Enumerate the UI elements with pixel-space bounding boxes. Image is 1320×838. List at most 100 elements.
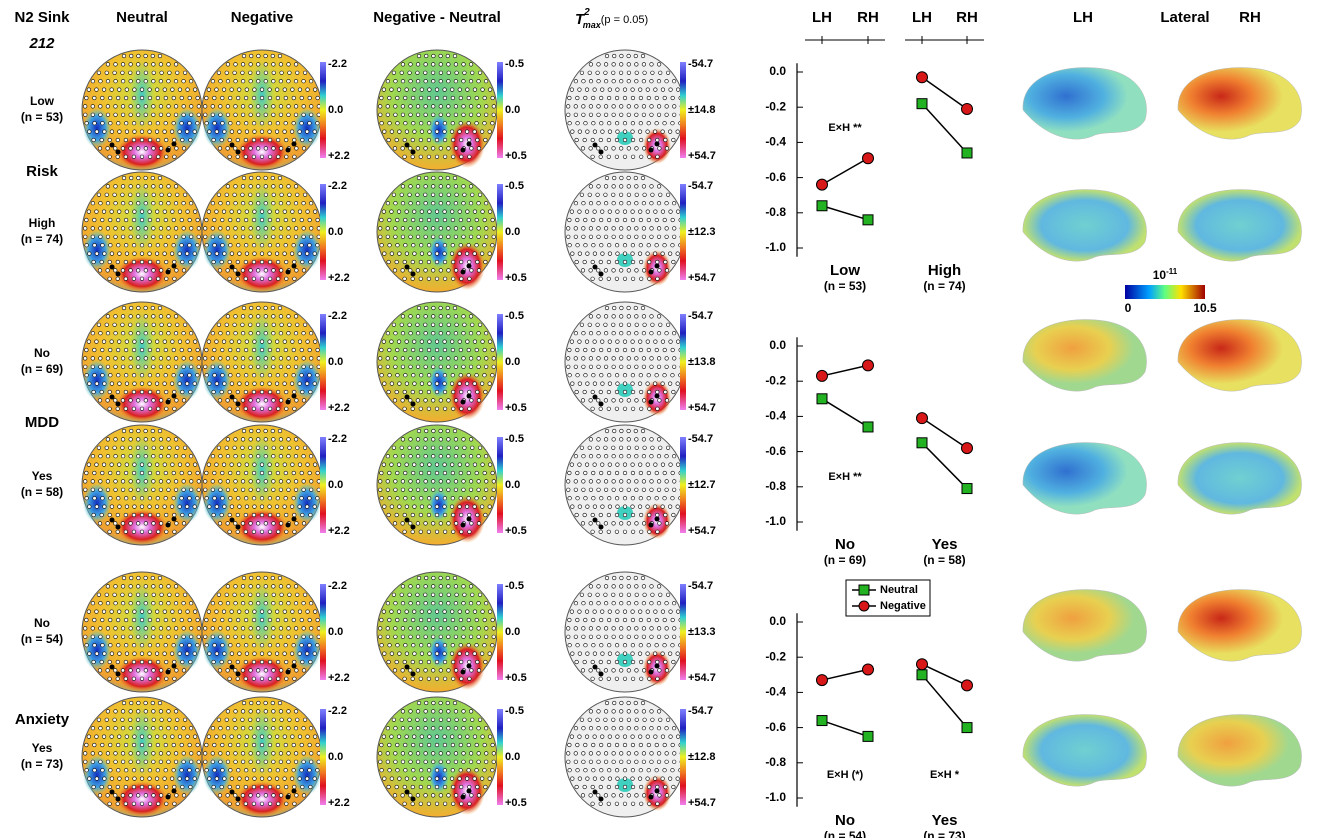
electrode <box>619 668 624 673</box>
electrode <box>658 717 663 722</box>
electrode <box>315 470 320 476</box>
electrode <box>109 776 115 781</box>
electrode <box>233 726 238 731</box>
electrode <box>147 381 152 386</box>
electrode <box>385 634 390 639</box>
electrode <box>443 801 448 806</box>
electrode <box>454 70 459 75</box>
electrode <box>158 226 164 231</box>
electrode <box>278 521 284 526</box>
electrode <box>488 609 493 614</box>
electrode <box>87 129 92 134</box>
electrode <box>403 121 408 126</box>
electrode <box>618 445 624 450</box>
topomap-blob <box>116 656 168 692</box>
electrode <box>271 201 276 206</box>
electrode <box>649 726 654 731</box>
electrode <box>259 381 265 386</box>
electrode <box>229 734 234 739</box>
electrode <box>256 398 261 403</box>
electrode <box>397 129 402 134</box>
electrode <box>251 496 257 501</box>
electrode <box>136 146 141 151</box>
electrode <box>411 496 416 501</box>
electrode <box>606 529 611 534</box>
electrode <box>173 601 179 606</box>
electrode <box>271 592 276 597</box>
electrode <box>166 364 171 369</box>
electrode <box>403 742 408 748</box>
electrode <box>244 470 249 476</box>
electrode <box>379 373 384 378</box>
electrode <box>626 428 631 434</box>
electrode <box>450 462 455 467</box>
electrode <box>378 479 383 484</box>
electrode <box>600 87 605 92</box>
electrode <box>655 154 660 159</box>
electrode <box>381 609 386 614</box>
electrode <box>408 521 413 526</box>
electrode <box>434 742 440 748</box>
electrode <box>426 406 432 411</box>
electrode <box>135 322 141 327</box>
electrode <box>453 668 459 673</box>
electrode <box>117 339 122 344</box>
electrode <box>150 575 155 581</box>
electrode <box>491 479 496 484</box>
electrode <box>393 331 398 336</box>
electrode <box>173 201 179 206</box>
electrode <box>446 479 451 484</box>
electrode <box>416 575 422 581</box>
electrode <box>581 634 586 639</box>
electrode <box>164 154 169 159</box>
electrode <box>603 70 608 75</box>
electrode <box>136 700 141 706</box>
electrode <box>619 398 624 403</box>
electrode <box>143 575 148 581</box>
electrode <box>147 259 153 265</box>
electrode <box>622 129 628 134</box>
electrode <box>626 192 632 197</box>
electrode <box>382 504 387 509</box>
electrode <box>105 234 111 239</box>
electrode <box>476 751 481 756</box>
electrode <box>180 512 185 518</box>
electrode <box>607 209 612 214</box>
electrode <box>457 462 462 467</box>
electrode <box>634 192 639 197</box>
electrode <box>143 700 148 706</box>
electrode <box>271 479 276 484</box>
electrode <box>244 742 249 748</box>
electrode <box>275 496 280 501</box>
electrode <box>193 734 198 739</box>
electrode <box>267 512 273 518</box>
electrode <box>117 651 122 656</box>
electrode <box>408 146 413 151</box>
electrode <box>267 373 273 378</box>
electrode <box>442 784 448 790</box>
electrode-highlight <box>648 147 654 153</box>
electrode <box>641 364 647 369</box>
electrode <box>641 356 647 361</box>
electrode <box>399 70 404 75</box>
electrode <box>446 356 451 361</box>
electrode <box>477 717 483 722</box>
electrode <box>569 339 574 344</box>
electrode <box>400 709 406 714</box>
electrode <box>665 592 671 597</box>
electrode <box>86 209 91 214</box>
electrode <box>235 801 240 806</box>
electrode <box>385 201 391 206</box>
electrode <box>292 389 297 395</box>
electrode <box>271 709 276 714</box>
electrode <box>94 251 99 256</box>
electrode <box>415 226 421 231</box>
electrode <box>252 209 257 214</box>
electrode <box>150 53 155 59</box>
electrode <box>268 406 273 411</box>
electrode <box>612 700 617 706</box>
electrode <box>217 398 223 403</box>
electrode <box>403 643 408 648</box>
topomap-blob <box>130 435 154 505</box>
electrode <box>387 643 392 648</box>
